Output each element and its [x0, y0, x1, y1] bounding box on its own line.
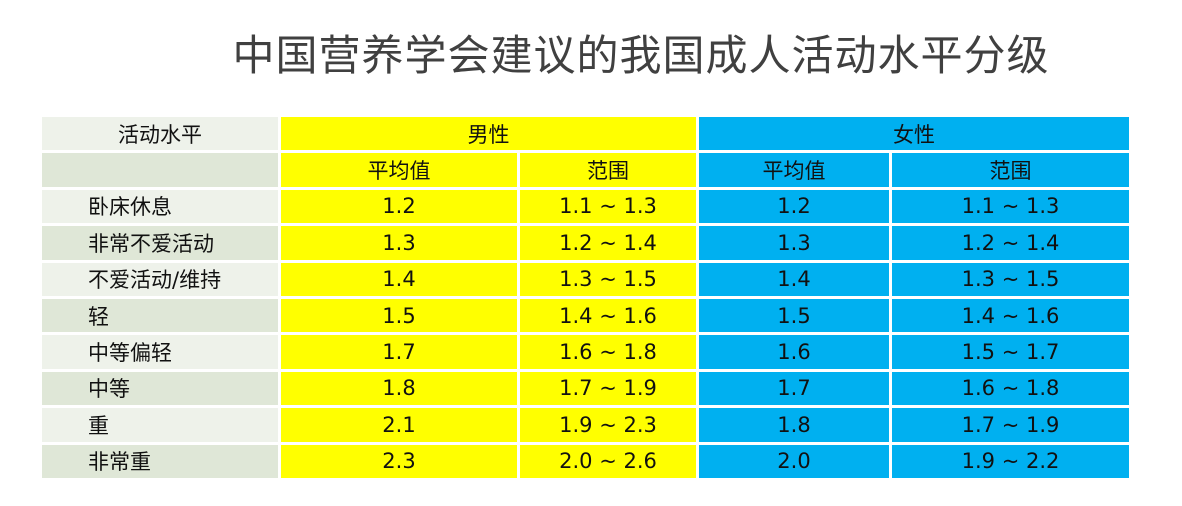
header-cell: 男性 [281, 117, 696, 151]
cell: 1.4 [281, 262, 517, 296]
cell: 1.7 ~ 1.9 [892, 408, 1129, 442]
cell: 1.9 ~ 2.3 [520, 408, 696, 442]
subheader-cell: 平均值 [281, 153, 517, 187]
row-label: 轻 [42, 298, 278, 333]
cell: 1.5 [281, 298, 517, 333]
cell: 1.8 [281, 371, 517, 406]
row-label: 不爱活动/维持 [42, 262, 278, 296]
cell: 1.5 [699, 298, 889, 333]
cell: 1.3 ~ 1.5 [520, 262, 696, 296]
cell: 1.4 [699, 262, 889, 296]
cell: 1.6 ~ 1.8 [520, 335, 696, 369]
cell: 1.6 ~ 1.8 [892, 371, 1129, 406]
cell: 2.3 [281, 444, 517, 478]
cell: 1.2 [281, 189, 517, 224]
cell: 1.2 ~ 1.4 [520, 226, 696, 260]
cell: 1.2 ~ 1.4 [892, 226, 1129, 260]
row-label: 中等偏轻 [42, 335, 278, 369]
row-label: 非常重 [42, 444, 278, 478]
cell: 1.1 ~ 1.3 [892, 189, 1129, 224]
cell: 1.9 ~ 2.2 [892, 444, 1129, 478]
subheader-cell: 范围 [520, 153, 696, 187]
cell: 1.1 ~ 1.3 [520, 189, 696, 224]
header-cell: 女性 [699, 117, 1129, 151]
row-label: 重 [42, 408, 278, 442]
cell: 1.7 [699, 371, 889, 406]
cell: 1.3 [281, 226, 517, 260]
row-label: 中等 [42, 371, 278, 406]
row-label: 卧床休息 [42, 189, 278, 224]
subheader-cell: 平均值 [699, 153, 889, 187]
cell: 2.0 ~ 2.6 [520, 444, 696, 478]
row-label: 非常不爱活动 [42, 226, 278, 260]
cell: 2.0 [699, 444, 889, 478]
title: 中国营养学会建议的我国成人活动水平分级 [232, 31, 1050, 80]
cell: 1.3 ~ 1.5 [892, 262, 1129, 296]
cell: 1.7 ~ 1.9 [520, 371, 696, 406]
cell: 1.4 ~ 1.6 [520, 298, 696, 333]
cell: 1.8 [699, 408, 889, 442]
empty-cell [42, 153, 278, 187]
cell: 2.1 [281, 408, 517, 442]
cell: 1.2 [699, 189, 889, 224]
cell: 1.5 ~ 1.7 [892, 335, 1129, 369]
table: 活动水平 男性 女性 平均值 范围 平均值 范围 卧床休息 1.2 1.1 ~ 1.… [42, 117, 1129, 478]
cell: 1.3 [699, 226, 889, 260]
cell: 1.6 [699, 335, 889, 369]
subheader-cell: 范围 [892, 153, 1129, 187]
cell: 1.4 ~ 1.6 [892, 298, 1129, 333]
header-cell: 活动水平 [42, 117, 278, 151]
cell: 1.7 [281, 335, 517, 369]
